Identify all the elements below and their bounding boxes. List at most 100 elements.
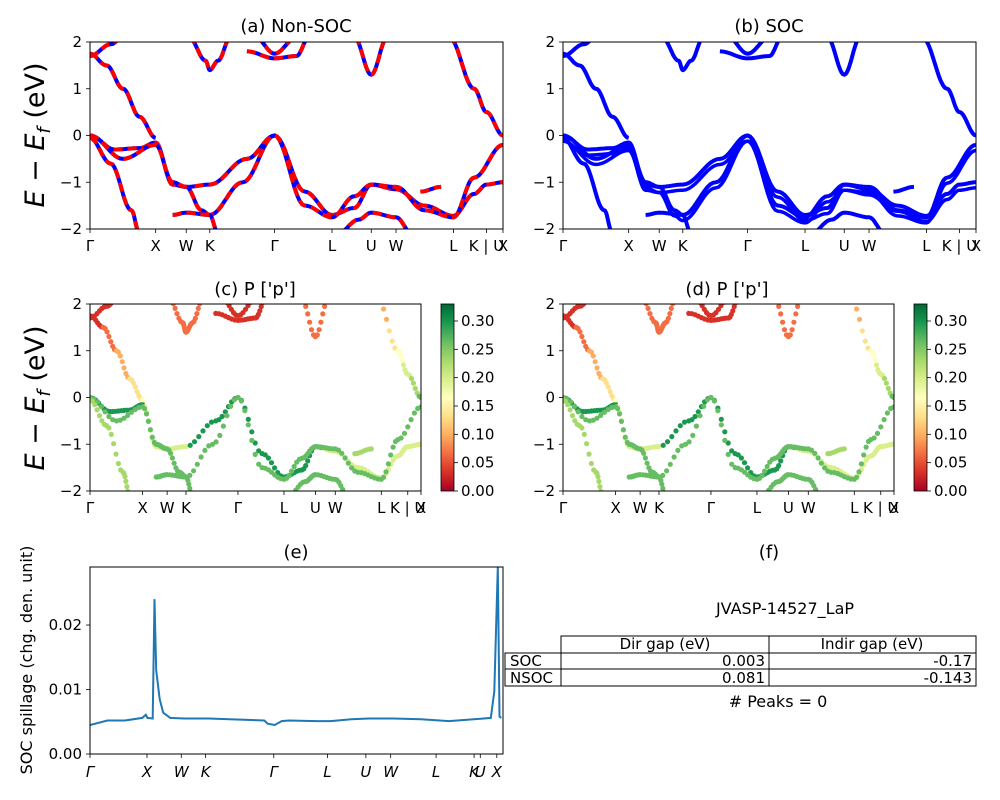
scatter-point (813, 486, 819, 491)
scatter-point (219, 413, 225, 420)
x-tick-label: L (449, 237, 458, 255)
scatter-point (322, 304, 328, 309)
x-tick-label: K (201, 763, 212, 781)
scatter-point (335, 447, 342, 453)
colorbar-tick-label: 0.10 (934, 425, 967, 443)
x-tick-label: X (416, 499, 426, 517)
band-line (645, 210, 691, 229)
colorbar-tick-label: 0.10 (461, 425, 494, 443)
ylabel-c-unit: (eV) (20, 326, 51, 391)
scatter-point (575, 409, 581, 415)
panel-e-title: (e) (283, 542, 308, 563)
scatter-point (386, 328, 392, 334)
scatter-point (588, 349, 595, 355)
scatter-point (817, 492, 822, 497)
x-tick-label: Γ (743, 237, 752, 255)
scatter-point (601, 409, 608, 415)
scatter-point (681, 419, 688, 425)
x-tick-label: Γ (86, 237, 95, 255)
scatter-point (854, 306, 860, 312)
scatter-point (808, 447, 815, 453)
scatter-point (122, 474, 128, 480)
scatter-point (745, 465, 751, 471)
scatter-point (183, 444, 189, 450)
ylabel-a-main: E − E (20, 134, 51, 208)
scatter-point (191, 468, 197, 474)
scatter-point (722, 437, 728, 443)
scatter-point (577, 329, 583, 335)
scatter-point (381, 474, 387, 480)
scatter-point (291, 463, 297, 470)
material-label: JVASP-14527_LaP (715, 599, 854, 619)
scatter-point (729, 461, 735, 467)
band-line-dashed (246, 42, 308, 61)
scatter-point (730, 308, 736, 314)
scatter-point (881, 375, 888, 382)
scatter-point (686, 439, 692, 445)
scatter-point (878, 424, 884, 430)
scatter-point (664, 439, 671, 445)
scatter-point (596, 370, 602, 377)
panel-c-ylabel: E − Ef (eV) (20, 326, 55, 471)
scatter-point (822, 465, 828, 471)
scatter-point (597, 484, 603, 490)
scatter-point (677, 423, 683, 429)
scatter-point (245, 416, 251, 422)
scatter-point (715, 408, 721, 414)
scatter-point (711, 398, 718, 404)
scatter-point (891, 441, 894, 447)
colorbar-tick-label: 0.20 (934, 369, 967, 387)
scatter-point (260, 304, 265, 306)
colorbar-tick-label: 0.30 (461, 312, 494, 330)
scatter-point (126, 492, 131, 497)
scatter-point (339, 450, 345, 456)
scatter-point (863, 444, 869, 450)
scatter-point (776, 304, 782, 309)
scatter-point (117, 353, 123, 359)
scatter-point (216, 417, 222, 423)
scatter-point (113, 451, 119, 457)
scatter-point (778, 458, 784, 464)
scatter-point (170, 304, 176, 307)
band-line (563, 135, 613, 229)
scatter-point (192, 315, 198, 321)
scatter-point (665, 315, 672, 321)
scatter-point (168, 450, 174, 456)
scatter-point (303, 304, 309, 309)
scatter-point (252, 451, 258, 457)
y-tick-label: −1 (60, 173, 82, 191)
scatter-point (147, 427, 153, 433)
scatter-point (106, 333, 112, 340)
scatter-point (194, 461, 200, 467)
scatter-point (405, 424, 411, 430)
scatter-point (190, 493, 195, 498)
y-tick-label: 1 (545, 80, 555, 98)
x-tick-label: L (432, 763, 440, 781)
scatter-point (858, 461, 865, 467)
scatter-point (262, 452, 268, 458)
scatter-point (418, 404, 421, 410)
scatter-point (738, 455, 745, 461)
scatter-point (586, 451, 592, 457)
y-tick-label: −2 (533, 220, 555, 238)
scatter-point (202, 447, 208, 453)
scatter-point (345, 460, 351, 466)
scatter-point (641, 450, 647, 456)
colorbar-tick-label: 0.15 (934, 397, 967, 415)
scatter-point (256, 461, 262, 467)
scatter-point (733, 304, 738, 306)
y-tick-label: −2 (60, 220, 82, 238)
scatter-point (859, 328, 865, 334)
x-tick-label: K (469, 763, 480, 781)
scatter-point (759, 472, 765, 478)
scatter-point (174, 311, 180, 317)
scatter-point (664, 468, 670, 474)
x-tick-label: X (971, 237, 981, 255)
scatter-point (398, 352, 404, 358)
ylabel-c-sub: f (34, 388, 55, 397)
scatter-point (342, 455, 348, 461)
x-tick-label: Γ (559, 237, 568, 255)
table-cell: -0.17 (933, 652, 972, 670)
colorbar-tick-label: 0.15 (461, 397, 494, 415)
scatter-point (667, 311, 673, 317)
